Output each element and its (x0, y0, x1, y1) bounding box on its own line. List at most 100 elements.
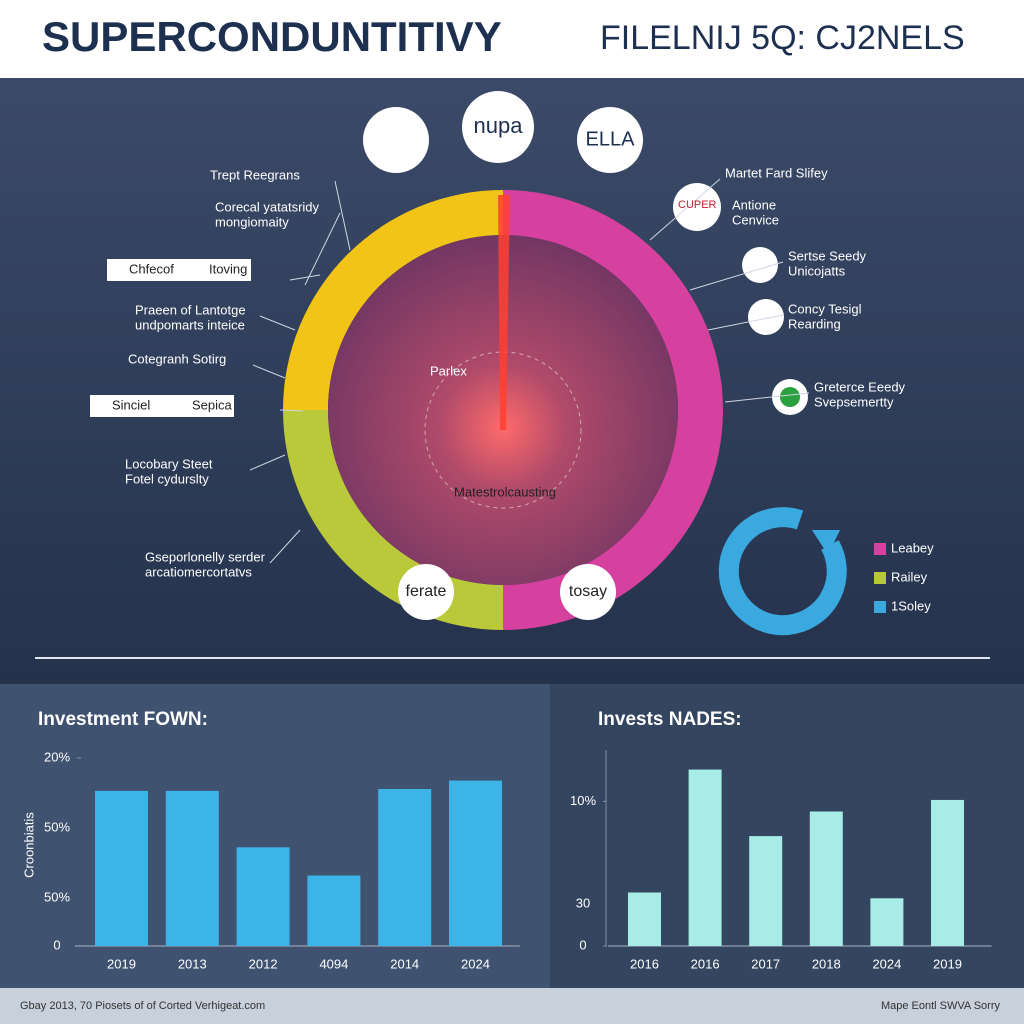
bar (628, 892, 661, 946)
chart-title: Invests NADES: (598, 709, 742, 730)
side-label: Unicojatts (788, 263, 846, 278)
logo-bubble (742, 247, 778, 283)
side-label: Cotegranh Sotirg (128, 351, 226, 366)
footer-bg (0, 988, 1024, 1024)
side-label: CUPER (678, 199, 717, 211)
side-label: Antione (732, 197, 776, 212)
legend-label: 1Soley (891, 598, 931, 613)
x-tick-label: 4094 (319, 956, 348, 971)
leader-line (649, 178, 721, 241)
leader-line (289, 274, 321, 281)
leader-line (334, 180, 351, 251)
side-label: Praeen of Lantotge (135, 302, 246, 317)
x-tick-label: 2014 (390, 956, 419, 971)
dashed-ring (424, 351, 582, 509)
x-tick-label: 2016 (630, 956, 659, 971)
logo-chip (170, 395, 234, 417)
y-tick-label: 10% (570, 793, 596, 808)
logo-bubble (673, 183, 721, 231)
y-axis-label: Croonbiatis (21, 812, 36, 878)
side-label: Fotel cydurslty (125, 471, 209, 486)
side-label: Locobary Steet (125, 456, 213, 471)
leader-line (304, 212, 341, 286)
logo-text: ELLA (586, 128, 636, 150)
y-tick-label: 50% (44, 819, 70, 834)
side-label: Trept Reegrans (210, 167, 300, 182)
leader-line (259, 315, 296, 331)
side-label: Itoving (209, 261, 247, 276)
logo-bubble (398, 564, 454, 620)
leader-line (689, 261, 784, 291)
footer-text: Gbay 2013, 70 Piosets of of Corted Verhi… (20, 1000, 265, 1012)
legend-swatch (874, 572, 886, 584)
header-bg (0, 0, 1024, 78)
bubble-text: ferate (406, 583, 447, 600)
bar (307, 875, 361, 946)
top-logos: nupa ELLA ferate tosay (363, 91, 808, 620)
y-tick-label: 0 (53, 937, 60, 952)
bar (688, 769, 722, 946)
x-tick-label: 2012 (249, 956, 278, 971)
subtitle: FILELNIJ 5Q: CJ2NELS (600, 19, 965, 57)
legend-swatch (874, 601, 886, 613)
logo-text: nupa (474, 113, 524, 138)
center-label: Matestrolcausting (454, 484, 556, 499)
logo-bubble (560, 564, 616, 620)
leader-line (707, 314, 784, 331)
side-label: Chfecof (129, 261, 174, 276)
x-tick-label: 2018 (812, 956, 841, 971)
leader-line (269, 529, 301, 564)
side-label: undpomarts inteice (135, 317, 245, 332)
side-label: Concy Tesigl (788, 301, 862, 316)
bar (809, 811, 843, 946)
y-tick-label: 50% (44, 889, 70, 904)
logo-bubble (363, 107, 429, 173)
leader-line (279, 409, 304, 412)
leader-line (724, 392, 810, 403)
logo-chip (187, 259, 251, 281)
bar (236, 847, 290, 946)
y-tick-label: 30 (576, 895, 590, 910)
bar (449, 780, 502, 946)
logo-icon (780, 387, 800, 407)
legend-swatch (874, 543, 886, 555)
x-tick-label: 2024 (872, 956, 901, 971)
leader-line (249, 454, 286, 471)
side-label: Rearding (788, 316, 841, 331)
cycle-arrow-head (812, 530, 840, 555)
bar (870, 898, 904, 946)
y-tick-label: 0 (579, 937, 586, 952)
bar (749, 836, 783, 946)
x-tick-label: 2019 (933, 956, 962, 971)
side-label: Martet Fard Slifey (725, 165, 828, 180)
x-tick-label: 2017 (751, 956, 780, 971)
x-tick-label: 2016 (691, 956, 720, 971)
legend-label: Railey (891, 569, 928, 584)
bar (165, 790, 219, 946)
side-label: Greterce Eeedy (814, 379, 906, 394)
side-label: Gseporlonelly serder (145, 549, 266, 564)
side-label: arcatiomercortatvs (145, 564, 252, 579)
ring-segment (283, 410, 503, 630)
side-label: Cenvice (732, 212, 779, 227)
side-label: Sepica (192, 397, 233, 412)
logo-bubble (748, 299, 784, 335)
chart-title: Investment FOWN: (38, 709, 208, 730)
x-tick-label: 2024 (461, 956, 490, 971)
bar (95, 790, 148, 946)
bar (931, 799, 964, 946)
side-label: Sinciel (112, 397, 150, 412)
logo-chip (90, 395, 174, 417)
cycle-arrow (718, 507, 847, 636)
needle (498, 195, 510, 430)
logo-bubble (577, 107, 643, 173)
x-tick-label: 2013 (178, 956, 207, 971)
logo-bubble (462, 91, 534, 163)
side-label: mongiomaity (215, 214, 289, 229)
logo-chip (107, 259, 191, 281)
leader-line (252, 364, 286, 379)
y-tick-label: 20% (44, 749, 70, 764)
side-label: Svepsemertty (814, 394, 894, 409)
footer-text: Mape Eontl SWVA Sorry (881, 1000, 1001, 1012)
